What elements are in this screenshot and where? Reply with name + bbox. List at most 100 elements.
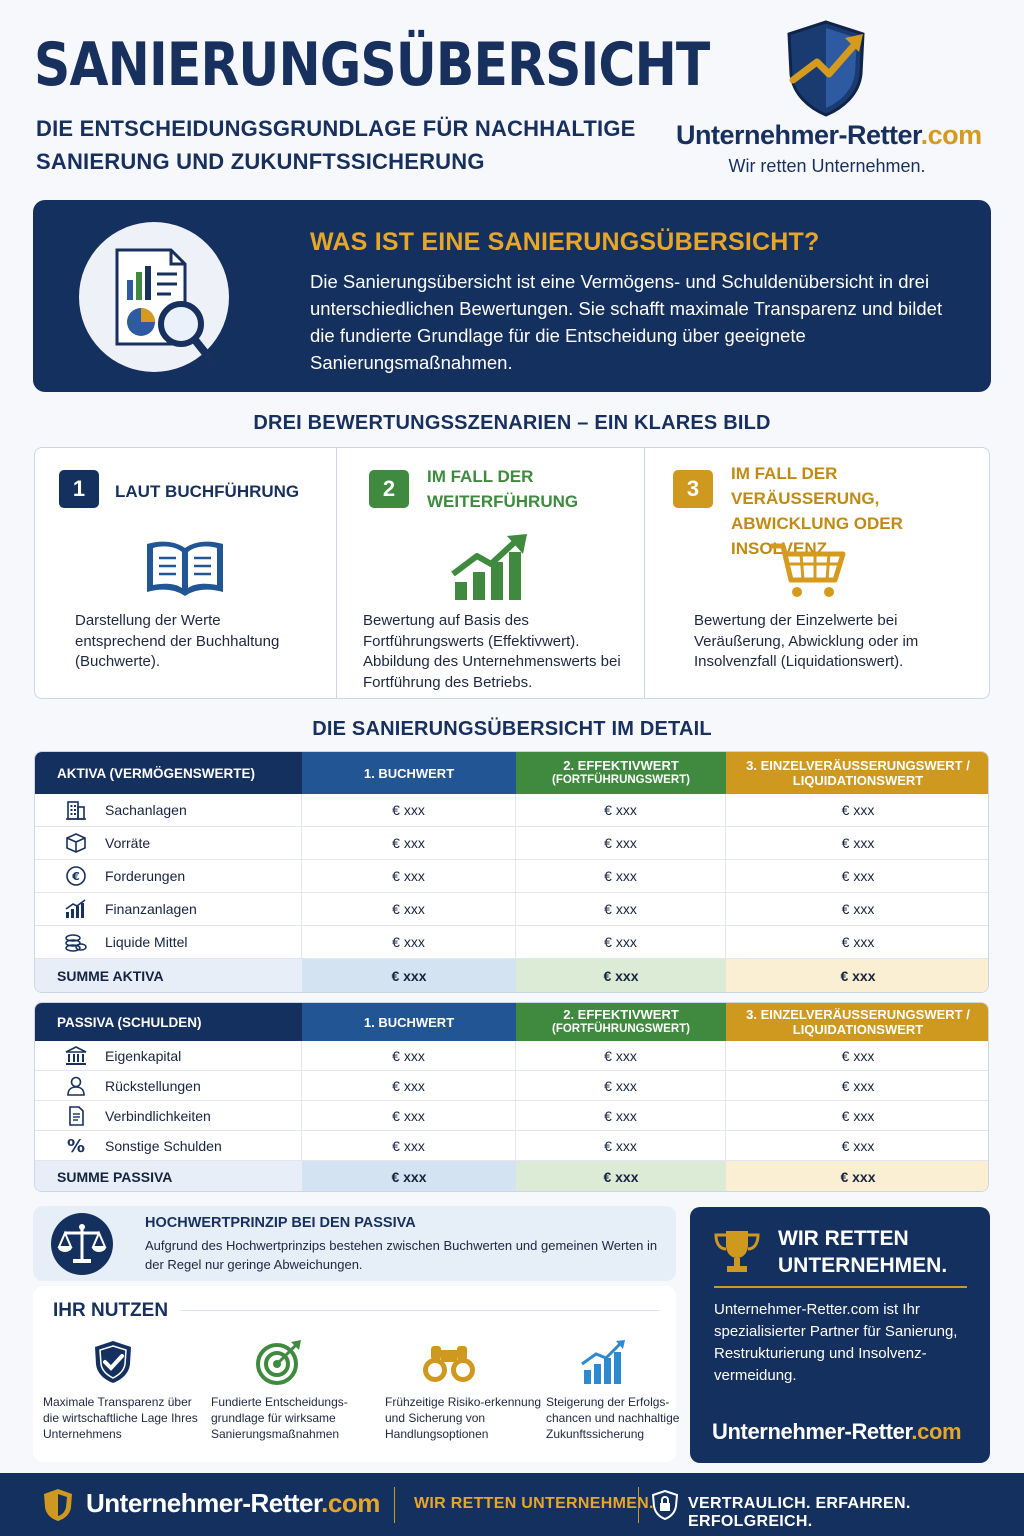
intro-icon-circle [79,222,229,372]
scenarios-panel: 1 LAUT BUCHFÜHRUNG Darstellung der Werte… [34,447,990,699]
intro-box: WAS IST EINE SANIERUNGSÜBERSICHT? Die Sa… [33,200,991,392]
euro-coin-icon: € [63,865,89,887]
value-cell: € xxx [516,794,726,826]
svg-text:%: % [67,1136,85,1157]
benefit-text: Fundierte Entscheidungs-grundlage für wi… [211,1395,348,1441]
scenario-2: 2 IM FALL DER WEITERFÜHRUNG Bewertung au… [336,448,644,698]
nutzen-box: IHR NUTZEN Maximale Transparenz über die… [33,1286,679,1462]
scenario-title: LAUT BUCHFÜHRUNG [115,482,300,501]
promo-title: WIR RETTEN UNTERNEHMEN. [778,1227,948,1277]
row-label: Forderungen [105,868,186,884]
scenario-3: 3 IM FALL DER VERÄUSSERUNG, ABWICKLUNG O… [644,448,989,698]
value-cell: € xxx [302,893,516,925]
value-cell: € xxx [841,1077,875,1094]
row-label-cell: Verbindlichkeiten [35,1101,302,1130]
value-cell: € xxx [841,901,875,917]
divider [181,1310,659,1311]
value-cell: € xxx [302,1041,516,1070]
row-label-cell: Finanzanlagen [35,893,302,925]
summe-passiva-row: SUMME PASSIVA € xxx € xxx € xxx [35,1161,988,1191]
page-title: SANIERUNGSÜBERSICHT [34,30,710,100]
trend-chart-icon [581,1340,625,1384]
book-icon [147,541,223,596]
column-effektivwert: 2. EFFEKTIVWERT (FORTFÜHRUNGSWERT) [516,1003,726,1041]
row-label-cell: Sachanlagen [35,794,302,826]
scenario-number: 3 [673,470,713,508]
table-row: % Sonstige Schulden € xxx € xxx € xxx [35,1131,988,1161]
target-icon [256,1340,301,1385]
divider [394,1487,395,1523]
person-icon [63,1075,89,1097]
shield-check-icon [95,1341,131,1383]
binoculars-icon [423,1346,475,1382]
table-row: Rückstellungen € xxx € xxx € xxx [35,1071,988,1101]
scenario-text: Darstellung der Werte entsprechend der B… [75,612,280,670]
row-label-cell: Rückstellungen [35,1071,302,1100]
table-row: € Forderungen € xxx € xxx € xxx [35,860,988,893]
value-cell: € xxx [516,1071,726,1100]
value-cell: € xxx [841,835,875,851]
shopping-cart-icon [771,543,846,597]
column-buchwert: 1. BUCHWERT [302,752,516,794]
passiva-header-row: PASSIVA (SCHULDEN) 1. BUCHWERT 2. EFFEKT… [35,1003,988,1041]
aktiva-header: AKTIVA (VERMÖGENSWERTE) [35,752,302,794]
bank-icon [63,1045,89,1067]
value-cell: € xxx [516,926,726,958]
intro-text: Die Sanierungsübersicht ist eine Vermöge… [310,271,943,373]
hochwert-icon-circle [51,1213,113,1275]
row-label: Vorräte [105,835,151,851]
column-liquidationswert: 3. EINZELVERÄUSSERUNGSWERT / LIQUIDATIONS… [726,1003,988,1041]
table-row: Verbindlichkeiten € xxx € xxx € xxx [35,1101,988,1131]
hochwert-title: HOCHWERTPRINZIP BEI DEN PASSIVA [145,1215,416,1231]
summe-aktiva-row: SUMME AKTIVA € xxx € xxx € xxx [35,959,988,992]
value-cell: € xxx [516,1131,726,1160]
value-cell: € xxx [841,1107,875,1124]
summe-value: € xxx [516,959,726,992]
value-cell: € xxx [302,926,516,958]
page-header: SANIERUNGSÜBERSICHT DIE ENTSCHEIDUNGSGRU… [0,0,1024,190]
footer: Unternehmer-Retter.com WIR RETTEN UNTERN… [0,1473,1024,1536]
row-label: Finanzanlagen [105,901,197,917]
value-cell: € xxx [516,860,726,892]
brand-name: Unternehmer-Retter.com [676,120,982,150]
box-icon [63,832,89,854]
divider [714,1286,967,1288]
detail-heading: DIE SANIERUNGSÜBERSICHT IM DETAIL [312,718,712,740]
intro-heading: WAS IST EINE SANIERUNGSÜBERSICHT? [310,228,820,256]
row-label: Verbindlichkeiten [105,1107,211,1124]
value-cell: € xxx [841,1047,875,1064]
value-cell: € xxx [302,794,516,826]
summe-value: € xxx [302,1161,516,1191]
table-row: Liquide Mittel € xxx € xxx € xxx [35,926,988,959]
value-cell: € xxx [302,1131,516,1160]
scenario-number: 1 [59,470,99,508]
row-label-cell: Liquide Mittel [35,926,302,958]
benefit-text: Steigerung der Erfolgs-chancen und nachh… [546,1395,680,1441]
benefit-text: Frühzeitige Risiko-erkennung und Sicheru… [385,1395,542,1441]
summe-value: € xxx [726,959,988,992]
growth-chart-icon [451,534,527,600]
column-effektivwert: 2. EFFEKTIVWERT (FORTFÜHRUNGSWERT) [516,752,726,794]
row-label-cell: € Forderungen [35,860,302,892]
summe-value: € xxx [726,1161,988,1191]
bar-chart-icon [63,898,89,920]
value-cell: € xxx [302,827,516,859]
value-cell: € xxx [302,860,516,892]
shield-logo-icon [44,1489,72,1521]
footer-tagline: WIR RETTEN UNTERNEHMEN. [414,1495,654,1512]
promo-website-link[interactable]: Unternehmer-Retter.com [712,1419,962,1444]
scenario-text: Bewertung auf Basis des Fortführungswert… [363,612,621,691]
nutzen-heading: IHR NUTZEN [53,1300,169,1321]
summe-value: € xxx [302,959,516,992]
row-label: Sachanlagen [105,802,187,818]
row-label: Eigenkapital [105,1047,182,1064]
aktiva-table: AKTIVA (VERMÖGENSWERTE) 1. BUCHWERT 2. E… [34,751,989,993]
svg-text:€: € [71,870,80,883]
benefit-text: Maximale Transparenz über die wirtschaft… [43,1395,198,1441]
summe-label: SUMME AKTIVA [35,959,302,992]
value-cell: € xxx [516,893,726,925]
divider [638,1487,639,1523]
value-cell: € xxx [841,1137,875,1154]
value-cell: € xxx [302,1101,516,1130]
row-label-cell: % Sonstige Schulden [35,1131,302,1160]
